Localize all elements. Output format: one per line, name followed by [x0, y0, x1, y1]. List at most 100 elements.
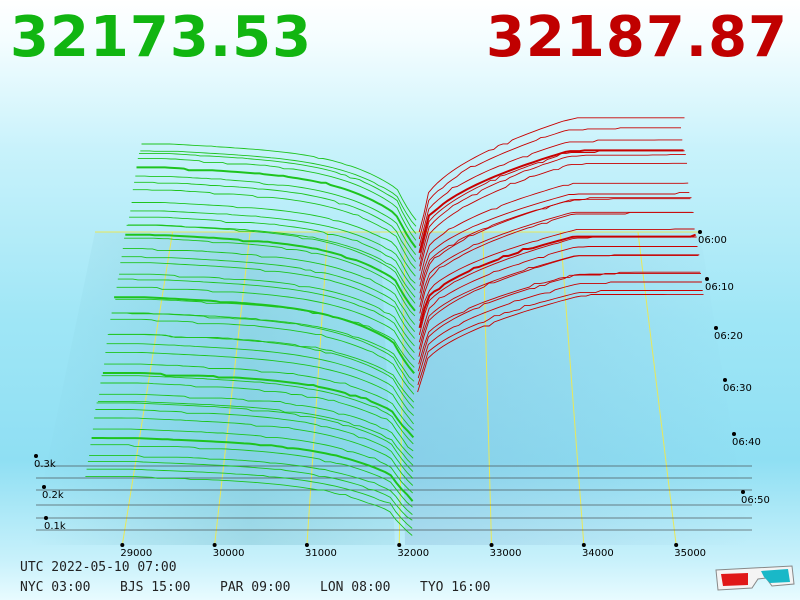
ask-snapshot-line — [418, 117, 685, 233]
bid-price: 32173.53 — [10, 5, 313, 70]
time-tick-label: 06:50 — [741, 495, 770, 506]
x-tick-mark — [581, 543, 586, 547]
ask-snapshot-line — [418, 246, 698, 343]
ask-snapshot-line — [419, 150, 685, 260]
bid-snapshot-line — [87, 461, 413, 521]
bid-snapshot-line — [111, 312, 415, 388]
bid-snapshot-line — [99, 393, 414, 459]
bid-snapshot-line — [92, 428, 414, 494]
bid-snapshot-line — [137, 158, 417, 241]
ask-snapshot-line — [419, 162, 687, 271]
time-tick-mark — [732, 432, 736, 436]
clock-tyo: TYO 16:00 — [420, 580, 491, 595]
bid-snapshot-line — [125, 233, 416, 312]
bid-snapshot-line — [122, 248, 416, 325]
bid-snapshot-line — [107, 333, 415, 409]
grid-x-line — [121, 231, 174, 546]
bid-snapshot-line — [95, 409, 414, 479]
bid-snapshot-line — [96, 402, 414, 472]
clock-lon: LON 08:00 — [320, 580, 391, 595]
time-tick-label: 06:40 — [732, 437, 761, 448]
ask-snapshot-line — [419, 228, 695, 321]
x-tick-label: 33000 — [490, 548, 522, 559]
ask-snapshot-line — [418, 255, 699, 350]
bid-snapshot-line — [119, 273, 415, 347]
bid-snapshot-line — [120, 262, 415, 339]
bid-snapshot-line — [132, 189, 416, 269]
ask-snapshot-line — [419, 211, 694, 314]
bid-snapshot-line — [129, 216, 416, 291]
bid-snapshot-line — [139, 152, 417, 234]
x-tick-label: 34000 — [582, 548, 614, 559]
x-tick-label: 32000 — [397, 548, 429, 559]
3d-glasses-icon[interactable] — [712, 560, 796, 592]
bid-snapshot-line — [100, 382, 414, 452]
clock-bjs: BJS 15:00 — [120, 580, 191, 595]
depth-tick-mark — [44, 516, 48, 520]
chart-axes: 29000 30000 31000 32000 33000 34000 35000 0.3k 0… — [34, 230, 770, 559]
ask-snapshot-line — [417, 293, 704, 393]
bid-snapshot-line — [86, 468, 413, 529]
time-tick-mark — [714, 326, 718, 330]
depth-tick-mark — [42, 485, 46, 489]
x-tick-mark — [212, 543, 217, 547]
grid-x-line — [306, 231, 329, 546]
ask-snapshot-line — [418, 254, 700, 357]
time-tick-mark — [705, 277, 709, 281]
bid-snapshot-line — [97, 401, 414, 466]
bid-snapshot-line — [115, 298, 415, 368]
bid-snapshot-line — [141, 143, 417, 221]
time-tick-label: 06:20 — [714, 331, 743, 342]
ask-snapshot-line — [417, 272, 701, 372]
ask-snapshot-line — [417, 281, 702, 379]
x-tick-mark — [304, 543, 309, 547]
depth-tick-mark — [34, 454, 38, 458]
time-tick-mark — [698, 230, 702, 234]
bid-snapshot-line — [121, 256, 416, 332]
depth-tick-label: 0.2k — [42, 490, 64, 501]
bid-snapshot-line — [124, 237, 416, 317]
bid-snapshot-line — [106, 343, 415, 416]
ask-snapshot-line — [419, 191, 690, 287]
x-tick-label: 30000 — [213, 548, 245, 559]
time-tick-label: 06:10 — [705, 282, 734, 293]
bid-snapshot-line — [85, 475, 413, 536]
ask-snapshot-line — [418, 271, 701, 365]
time-tick-mark — [741, 490, 745, 494]
ask-snapshot-line — [418, 236, 697, 336]
ask-snapshot-line — [419, 182, 689, 280]
x-tick-mark — [397, 543, 402, 547]
bid-snapshot-line — [135, 175, 417, 255]
bid-depth-shade — [30, 232, 395, 545]
bid-snapshot-line — [110, 318, 415, 395]
x-tick-label: 31000 — [305, 548, 337, 559]
time-tick-label: 06:00 — [698, 235, 727, 246]
ask-snapshot-line — [417, 290, 703, 386]
depth-shading — [30, 232, 750, 545]
bid-snapshot-line — [90, 444, 413, 508]
ask-snapshot-line — [419, 153, 686, 267]
ask-snapshot-line — [419, 197, 692, 300]
bid-snapshot-line — [114, 296, 415, 374]
time-tick-mark — [723, 378, 727, 382]
bid-snapshot-line — [126, 224, 416, 304]
bid-snapshot-line — [101, 375, 414, 445]
ask-depth-series — [417, 117, 704, 393]
ask-depth-shade — [400, 232, 750, 545]
bid-snapshot-line — [140, 150, 417, 227]
bid-snapshot-line — [136, 166, 417, 249]
bid-snapshot-line — [116, 286, 415, 361]
bid-snapshot-line — [134, 181, 416, 262]
bid-snapshot-line — [89, 454, 413, 515]
bid-snapshot-line — [94, 417, 414, 486]
bid-snapshot-line — [91, 437, 414, 502]
clock-nyc: NYC 03:00 — [20, 580, 91, 595]
utc-clock: UTC 2022-05-10 07:00 — [20, 560, 177, 575]
x-tick-mark — [674, 543, 679, 547]
x-tick-mark — [489, 543, 494, 547]
depth-tick-label: 0.3k — [34, 459, 56, 470]
bid-snapshot-line — [102, 372, 415, 439]
clock-par: PAR 09:00 — [220, 580, 291, 595]
ask-snapshot-line — [418, 139, 683, 247]
